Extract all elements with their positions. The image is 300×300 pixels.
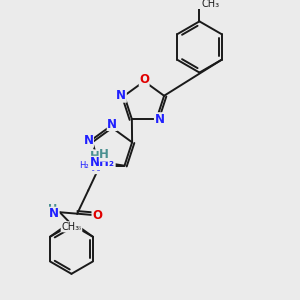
Text: N: N xyxy=(107,118,117,130)
Text: CH₃: CH₃ xyxy=(202,0,220,9)
Text: N: N xyxy=(154,113,164,126)
Text: CH₃: CH₃ xyxy=(64,222,82,232)
Text: O: O xyxy=(139,73,149,86)
Text: N: N xyxy=(116,89,126,102)
Text: N: N xyxy=(91,161,101,174)
Text: H: H xyxy=(90,150,100,163)
Text: NH₂: NH₂ xyxy=(90,156,115,169)
Text: H₂: H₂ xyxy=(79,161,89,170)
Text: CH₃: CH₃ xyxy=(61,222,79,232)
Text: H: H xyxy=(99,148,109,161)
Text: H: H xyxy=(48,204,57,214)
Text: O: O xyxy=(92,208,102,222)
Text: N: N xyxy=(90,157,100,170)
Text: N: N xyxy=(49,207,59,220)
Text: N: N xyxy=(83,134,94,147)
